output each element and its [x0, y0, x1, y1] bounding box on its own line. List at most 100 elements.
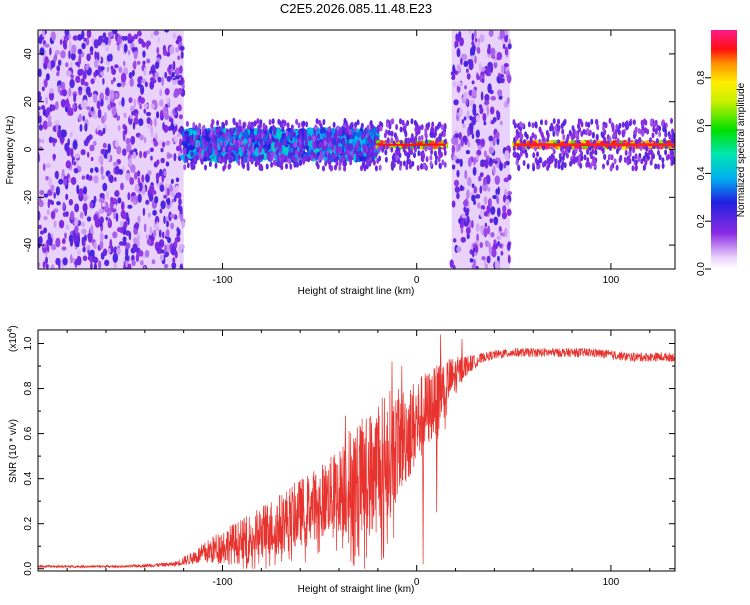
- spectrogram-cell: [465, 209, 469, 217]
- spectrogram-cell: [332, 121, 336, 128]
- spectrogram-cell: [144, 81, 148, 88]
- spectrogram-cell: [637, 156, 641, 163]
- spectrogram-cell: [413, 146, 417, 153]
- spectrogram-cell: [411, 160, 415, 167]
- spectrogram-cell: [407, 137, 410, 144]
- spectrogram-cell: [53, 192, 56, 199]
- spectrogram-cell: [283, 140, 286, 146]
- spectrogram-cell: [136, 83, 142, 88]
- spectrogram-cell: [499, 30, 505, 40]
- spectrogram-cell: [571, 125, 575, 132]
- spectrogram-cell: [83, 196, 87, 202]
- spectrogram-cell: [392, 162, 396, 168]
- spectrogram-cell: [608, 153, 612, 160]
- spectrogram-cell: [522, 145, 526, 152]
- spectrogram-cell: [295, 149, 299, 156]
- spectrogram-cell: [172, 60, 176, 71]
- spectrogram-cell: [621, 121, 625, 128]
- spectrogram-cell: [128, 72, 133, 79]
- spectrogram-cell: [273, 129, 276, 136]
- spectrogram-cell: [104, 234, 108, 240]
- spectrogram-cell: [275, 128, 281, 134]
- spectrogram-cell: [77, 34, 83, 41]
- spectrogram-cell: [105, 87, 110, 97]
- spectrogram-cell: [496, 136, 500, 146]
- spectrogram-cell: [464, 85, 467, 90]
- spectrogram-cell: [466, 73, 471, 80]
- spectrogram-cell: [107, 143, 111, 154]
- spectrogram-cell: [44, 43, 50, 48]
- spectrogram-cell: [471, 194, 476, 202]
- spectrogram-cell: [65, 98, 69, 108]
- spectrogram-cell: [83, 234, 87, 242]
- spectrogram-ytick-label: 20: [23, 96, 34, 108]
- spectrogram-cell: [167, 153, 173, 159]
- spectrogram-cell: [374, 165, 378, 172]
- spectrogram-cell: [579, 118, 583, 125]
- spectrogram-cell: [65, 193, 69, 201]
- spectrogram-cell: [657, 163, 660, 170]
- spectrogram-cell: [458, 218, 462, 224]
- spectrogram-cell: [280, 153, 284, 160]
- spectrogram-cell: [379, 125, 383, 132]
- spectrogram-cell: [411, 137, 415, 144]
- spectrogram-cell: [476, 74, 480, 81]
- spectrogram-cell: [96, 100, 101, 110]
- spectrogram-cell: [265, 139, 269, 146]
- spectrogram-cell: [582, 128, 586, 135]
- spectrogram-cell: [285, 135, 291, 141]
- spectrogram-cell: [250, 133, 254, 139]
- spectrogram-cell: [166, 97, 170, 104]
- spectrogram-cell: [493, 134, 499, 139]
- spectrogram-cell: [116, 82, 122, 88]
- colorbar: 0.00.20.40.60.8 Normalized spectral ampl…: [696, 30, 747, 276]
- spectrogram-cell: [99, 66, 105, 71]
- spectrogram-cell: [562, 120, 566, 127]
- spectrogram-cell: [483, 196, 488, 205]
- spectrogram-cell: [296, 141, 300, 147]
- spectrogram-cell: [94, 51, 98, 60]
- spectrogram-cell: [56, 201, 61, 206]
- spectrogram-cell: [590, 118, 594, 125]
- spectrogram-cell: [661, 162, 665, 169]
- spectrogram-cell: [143, 136, 147, 144]
- spectrogram-cell: [545, 129, 549, 136]
- spectrogram-cell: [111, 102, 116, 108]
- spectrogram-xtick-label: 0: [414, 275, 420, 286]
- spectrogram-cell: [169, 201, 173, 207]
- spectrogram-cell: [418, 135, 421, 142]
- spectrogram-cell: [452, 64, 456, 74]
- spectrogram-cell: [178, 244, 183, 253]
- spectrogram-cell: [50, 264, 55, 269]
- spectrogram-cell: [150, 155, 153, 161]
- spectrogram-cell: [328, 141, 332, 148]
- spectrogram-cell: [642, 155, 646, 162]
- spectrogram-cell: [512, 119, 516, 126]
- snr-ytick-label: 0.2: [23, 516, 34, 530]
- spectrogram-cell: [86, 106, 91, 111]
- spectrogram-cell: [102, 77, 105, 85]
- spectrogram-cell: [142, 207, 146, 217]
- spectrogram-cell: [209, 142, 213, 149]
- spectrogram-cell: [258, 154, 262, 161]
- spectrogram-cell: [172, 79, 177, 85]
- spectrogram-cell: [204, 164, 207, 171]
- spectrogram-cell: [171, 71, 175, 78]
- spectrogram-cell: [125, 242, 131, 250]
- snr-ytick-label: 0.8: [23, 381, 34, 395]
- spectrogram-cell: [120, 182, 124, 191]
- spectrogram-cell: [171, 261, 177, 269]
- spectrogram-cell: [77, 220, 82, 226]
- spectrogram-cell: [176, 132, 181, 138]
- spectrogram-cell: [87, 233, 93, 243]
- spectrogram-cell: [452, 264, 456, 269]
- spectrogram-cell: [92, 113, 98, 120]
- spectrogram-cell: [102, 182, 108, 192]
- spectrogram-cell: [81, 228, 87, 235]
- spectrogram-cell: [61, 169, 65, 177]
- spectrogram-cell: [166, 220, 169, 228]
- spectrogram-cell: [479, 34, 485, 43]
- spectrogram-cell: [434, 159, 438, 166]
- spectrogram-cell: [120, 201, 125, 211]
